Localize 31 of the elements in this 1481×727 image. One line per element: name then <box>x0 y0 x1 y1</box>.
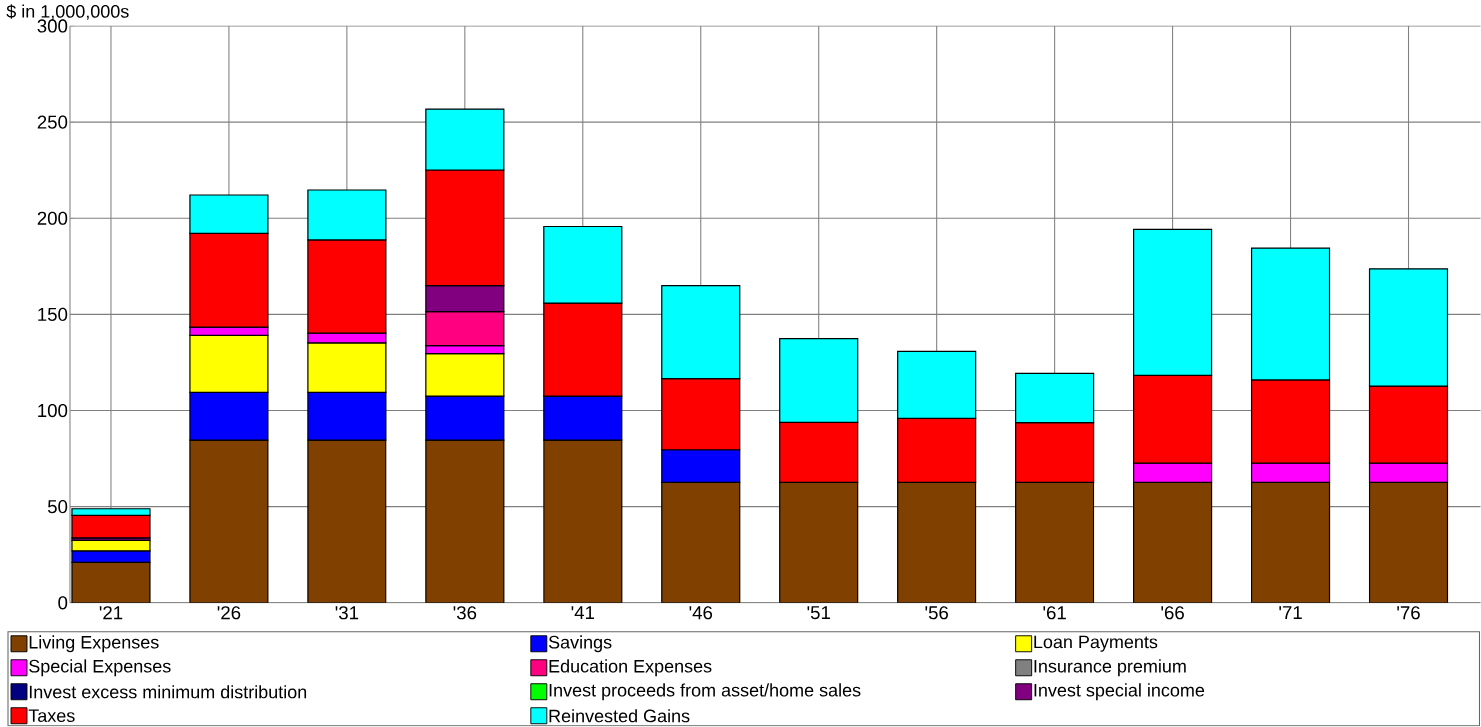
y-tick-label: 100 <box>38 404 68 418</box>
legend-label: Taxes <box>28 709 75 723</box>
x-tick-label: '66 <box>1161 606 1184 620</box>
y-tick-label: 200 <box>37 211 68 225</box>
legend-label: Living Expenses <box>29 635 159 653</box>
y-tick-label: 250 <box>37 115 68 129</box>
y-tick-label: 50 <box>47 500 68 514</box>
x-tick-label: '46 <box>689 606 713 620</box>
x-tick-label: '26 <box>217 606 241 620</box>
x-tick-label: '51 <box>807 606 830 620</box>
legend-label: Invest proceeds from asset/home sales <box>549 683 861 701</box>
legend-label: Savings <box>548 635 612 653</box>
y-tick-label: 150 <box>38 307 68 322</box>
legend-label: Loan Payments <box>1034 635 1158 652</box>
legend-label: Invest excess minimum distribution <box>29 685 307 699</box>
x-tick-label: '41 <box>571 606 595 620</box>
x-tick-label: '56 <box>925 606 949 620</box>
legend-label: Special Expenses <box>29 659 171 677</box>
legend-label: Invest special income <box>1034 683 1205 701</box>
legend-label: Insurance premium <box>1034 659 1186 677</box>
x-tick-label: '21 <box>99 606 123 620</box>
y-tick-label: 0 <box>58 596 68 610</box>
x-tick-label: '71 <box>1279 606 1302 620</box>
legend-label: Education Expenses <box>549 659 712 677</box>
x-tick-label: '36 <box>453 606 477 620</box>
x-tick-label: '31 <box>335 606 359 620</box>
x-tick-label: '61 <box>1043 606 1066 620</box>
x-tick-label: '76 <box>1397 606 1420 620</box>
legend-label: Reinvested Gains <box>549 709 690 723</box>
y-tick-label: 300 <box>37 19 68 33</box>
y-axis-title: $ in 1,000,000s <box>6 4 129 20</box>
